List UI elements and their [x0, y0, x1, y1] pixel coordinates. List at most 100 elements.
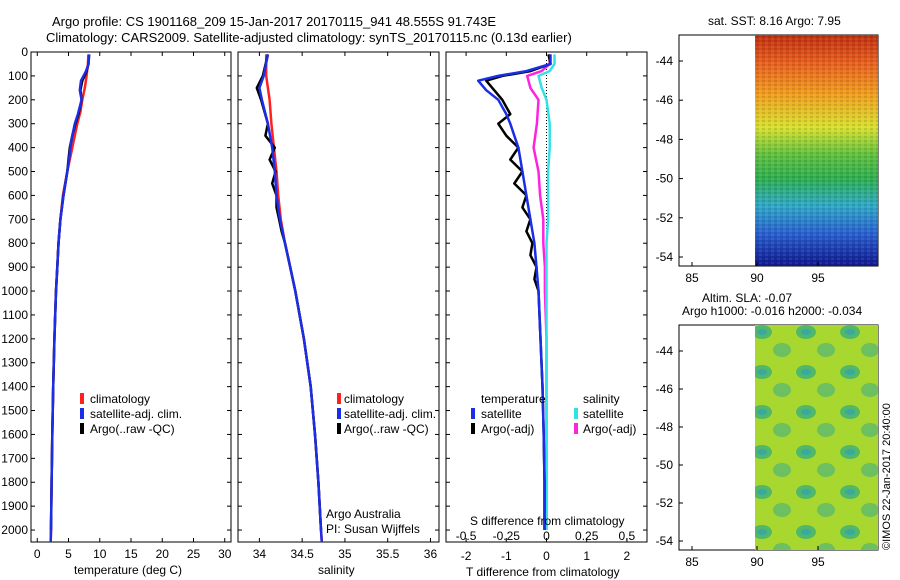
x-tick-label: 5	[65, 547, 72, 561]
map-y-tick-label: -54	[656, 250, 674, 264]
legend-swatch-temp-satellite	[471, 408, 475, 419]
difference-depth-ticks	[446, 51, 647, 531]
sla-map-axes: 85 90 95 -44 -46 -48 -50 -52 -54	[656, 344, 825, 569]
legend-swatch-climatology	[337, 393, 341, 404]
depth-tick-label: 100	[8, 69, 28, 83]
legend-label-satellite: satellite-adj. clim.	[344, 407, 436, 421]
depth-tick-label: 400	[8, 141, 28, 155]
map-y-tick-label: -46	[656, 382, 674, 396]
temperature-panel: 0100200300400500600700800900100011001200…	[1, 45, 231, 577]
temperature-series	[49, 54, 91, 543]
x-tick-label: 34	[253, 547, 267, 561]
x-tick-label: -0.5	[456, 529, 477, 543]
depth-axis-ticks: 0 100 200 300 400 500 600 700 800 900 1000 1100 1200…	[1, 45, 231, 537]
depth-tick-label: 700	[8, 212, 28, 226]
map-y-tick-label: -44	[656, 344, 674, 358]
salinity-legend: climatology satellite-adj. clim. Argo(..…	[337, 392, 436, 436]
depth-tick-label: 1300	[1, 356, 28, 370]
temperature-plot-frame	[30, 51, 232, 543]
legend-header-temperature: temperature	[481, 392, 546, 406]
legend-label-sal-satellite: satellite	[583, 407, 624, 421]
depth-tick-label: 1800	[1, 475, 28, 489]
legend-swatch-satellite	[337, 408, 341, 419]
depth-tick-label: 0	[21, 45, 28, 59]
sla-map-panel: Altim. SLA: -0.07 Argo h1000: -0.016 h20…	[656, 291, 879, 569]
legend-swatch-argo	[337, 423, 341, 434]
depth-tick-label: 2000	[1, 523, 28, 537]
difference-legend: temperature salinity satellite Argo(-adj…	[471, 392, 636, 436]
depth-tick-label: 1600	[1, 427, 28, 441]
x-tick-label: 36	[424, 547, 438, 561]
salinity-axis-ticks: 34 34.5 35 35.5 36	[253, 52, 438, 561]
depth-tick-label: 1200	[1, 332, 28, 346]
legend-label-satellite: satellite-adj. clim.	[90, 407, 182, 421]
map-x-tick-label: 95	[811, 271, 825, 285]
x-tick-label: 35.5	[376, 547, 400, 561]
legend-swatch-sal-argo	[574, 423, 578, 434]
sst-map-panel: sat. SST: 8.16 Argo: 7.95 85 90 95 -44 -46 -4…	[656, 14, 879, 285]
map-y-tick-label: -54	[656, 534, 674, 548]
salinity-series	[255, 54, 324, 543]
temperature-axis-ticks: 0 5 10 15 20 25 30	[34, 52, 232, 561]
x-tick-label: 35	[338, 547, 352, 561]
legend-label-argo: Argo(..raw -QC)	[90, 422, 175, 436]
depth-tick-label: 1900	[1, 499, 28, 513]
sla-map-title-1: Altim. SLA: -0.07	[702, 291, 792, 305]
map-y-tick-label: -48	[656, 420, 674, 434]
legend-label-temp-argo: Argo(-adj)	[481, 422, 534, 436]
series-line-satellite-adj-clim	[258, 54, 324, 543]
legend-label-climatology: climatology	[90, 392, 150, 406]
depth-tick-label: 900	[8, 260, 28, 274]
depth-tick-label: 1700	[1, 451, 28, 465]
depth-tick-label: 1100	[2, 308, 28, 322]
legend-header-salinity: salinity	[583, 392, 620, 406]
sst-map-title: sat. SST: 8.16 Argo: 7.95	[708, 14, 841, 28]
x-tick-label: 0	[543, 549, 550, 563]
salinity-depth-ticks	[238, 51, 439, 531]
legend-swatch-climatology	[80, 393, 84, 404]
map-y-tick-label: -44	[656, 54, 674, 68]
x-tick-label: -0.25	[493, 529, 521, 543]
annotation-pi: PI: Susan Wijffels	[326, 522, 420, 536]
x-tick-label: 1	[583, 549, 590, 563]
x-tick-label: -1	[501, 549, 512, 563]
t-difference-axis-ticks: -2 -1 0 1 2	[461, 52, 631, 563]
x-tick-label: 0	[543, 529, 550, 543]
map-x-tick-label: 90	[750, 555, 764, 569]
x-tick-label: 15	[124, 547, 138, 561]
legend-label-sal-argo: Argo(-adj)	[583, 422, 636, 436]
depth-tick-label: 200	[8, 93, 28, 107]
x-tick-label: 0.5	[619, 529, 636, 543]
copyright-stamp: ©IMOS 22-Jan-2017 20:40:00	[881, 403, 893, 550]
map-y-tick-label: -52	[656, 211, 674, 225]
legend-label-temp-satellite: satellite	[481, 407, 522, 421]
sla-field	[755, 325, 878, 550]
sla-map-title-2: Argo h1000: -0.016 h2000: -0.034	[682, 304, 862, 318]
s-difference-axis-ticks: -0.5 -0.25 0 0.25 0.5	[456, 529, 636, 543]
legend-swatch-satellite	[80, 408, 84, 419]
x-tick-label: 25	[187, 547, 201, 561]
salinity-axis-label: salinity	[318, 563, 355, 577]
map-x-tick-label: 85	[685, 271, 699, 285]
x-tick-label: 0	[34, 547, 41, 561]
series-line-satellite-adj-clim	[49, 54, 91, 543]
map-y-tick-label: -46	[656, 93, 674, 107]
map-x-tick-label: 85	[685, 555, 699, 569]
depth-tick-label: 600	[8, 188, 28, 202]
temperature-legend: climatology satellite-adj. clim. Argo(..…	[80, 392, 182, 436]
map-x-tick-label: 95	[811, 555, 825, 569]
annotation-institution: Argo Australia	[326, 507, 401, 521]
difference-panel: -2 -1 0 1 2 -0.5 -0.25 0 0.25 0.5 S difference f…	[445, 51, 648, 579]
map-y-tick-label: -50	[656, 172, 674, 186]
x-tick-label: 10	[93, 547, 107, 561]
depth-tick-label: 500	[8, 165, 28, 179]
map-y-tick-label: -48	[656, 132, 674, 146]
legend-swatch-sal-satellite	[574, 408, 578, 419]
x-tick-label: 2	[624, 549, 631, 563]
map-y-tick-label: -52	[656, 496, 674, 510]
depth-tick-label: 800	[8, 236, 28, 250]
series-line-temperature-satellite	[476, 54, 552, 530]
x-tick-label: 34.5	[290, 547, 314, 561]
depth-tick-label: 300	[8, 117, 28, 131]
